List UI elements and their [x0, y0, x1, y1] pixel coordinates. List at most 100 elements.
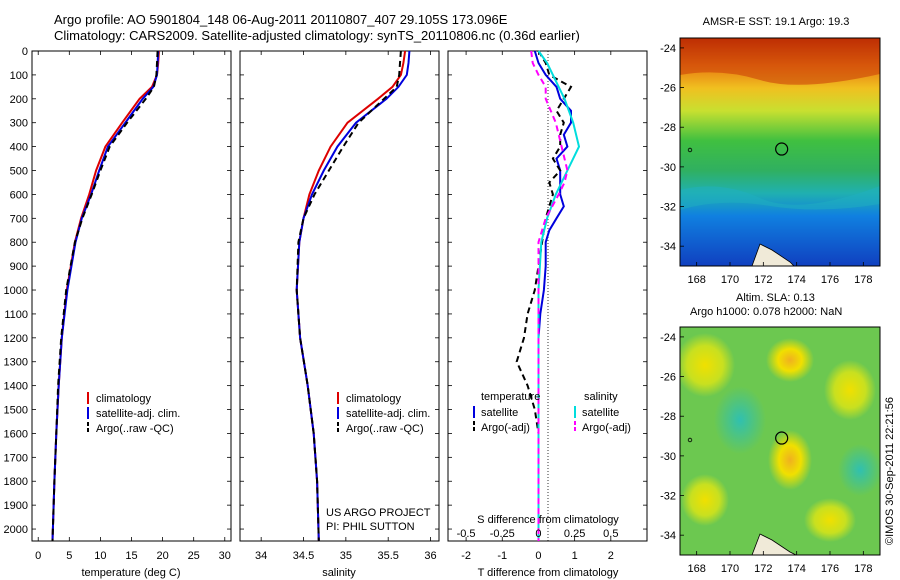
- t-difference-label: T difference from climatology: [478, 567, 619, 579]
- depth-tick-label: 700: [10, 213, 28, 225]
- argo-position-marker: [775, 431, 789, 445]
- sla-map-panel: Altim. SLA: 0.13 Argo h1000: 0.078 h2000…: [660, 292, 881, 575]
- sla-map-title: Altim. SLA: 0.13: [736, 292, 815, 304]
- small-position-marker: [687, 437, 693, 443]
- map-x-tick-label: 168: [687, 563, 705, 575]
- legend-title-salinity: salinity: [584, 391, 618, 403]
- x-tick-label: -2: [461, 550, 471, 562]
- sst-map-frame: [679, 37, 881, 267]
- sla-map-frame: [679, 326, 881, 556]
- x-tick-label: 5: [66, 550, 72, 562]
- depth-tick-label: 1500: [4, 405, 28, 417]
- project-annotation-line2: PI: PHIL SUTTON: [326, 521, 415, 533]
- x-tick-label: 2: [608, 550, 614, 562]
- series-line-argo-adj-: [530, 50, 569, 541]
- sst-map-axes: 168 170 172 174 176 178 -24 -26 -28 -30 -32 -34: [660, 43, 872, 286]
- s-tick-label: 0.5: [603, 528, 618, 540]
- x-tick-label: -1: [497, 550, 507, 562]
- depth-tick-label: 900: [10, 261, 28, 273]
- temperature-series-group: [51, 50, 160, 542]
- difference-panel: -2 -1 0 1 2 S difference from climatology -0…: [447, 50, 648, 579]
- copyright-timestamp: ©IMOS 30-Sep-2011 22:21:56: [884, 397, 896, 545]
- map-x-tick-label: 178: [854, 274, 872, 286]
- argo-position-marker: [775, 142, 789, 156]
- sla-field: [680, 327, 880, 555]
- salinity-panel: 34 34.5 35 35.5 36 salinity climatology sate…: [239, 50, 440, 579]
- map-y-tick-label: -24: [660, 43, 676, 55]
- legend-label-satellite-adj: satellite-adj. clim.: [96, 408, 180, 420]
- temperature-x-axis: 0 5 10 15 20 25 30: [35, 51, 231, 562]
- s-tick-label: 0: [535, 528, 541, 540]
- depth-tick-label: 200: [10, 94, 28, 106]
- legend-label-temp-satellite: satellite: [481, 407, 518, 419]
- legend-label-sal-satellite: satellite: [582, 407, 619, 419]
- temperature-panel: 0100200300400500600700800900100011001200…: [4, 46, 232, 579]
- sla-high-patch: [824, 360, 876, 420]
- sst-warm-patch: [680, 38, 880, 85]
- coastline-land: [751, 533, 797, 555]
- x-tick-label: 30: [219, 550, 231, 562]
- map-y-tick-label: -28: [660, 122, 676, 134]
- map-x-tick-label: 170: [721, 563, 739, 575]
- sla-high-patch: [680, 333, 735, 397]
- map-x-tick-label: 172: [754, 563, 772, 575]
- x-tick-label: 34: [255, 550, 267, 562]
- x-tick-label: 35: [340, 550, 352, 562]
- sst-map-title: AMSR-E SST: 19.1 Argo: 19.3: [703, 16, 850, 28]
- map-y-tick-label: -26: [660, 372, 676, 384]
- sla-high-patch: [766, 338, 814, 382]
- salinity-legend: climatology satellite-adj. clim. Argo(..…: [337, 392, 430, 435]
- depth-tick-label: 1000: [4, 285, 28, 297]
- x-tick-label: 0: [535, 550, 541, 562]
- depth-tick-label: 1800: [4, 476, 28, 488]
- sla-high-patch: [768, 430, 812, 490]
- map-y-tick-label: -28: [660, 411, 676, 423]
- difference-y-ticks: [448, 50, 647, 530]
- sla-low-patch: [714, 386, 766, 454]
- small-position-marker: [687, 147, 693, 153]
- x-tick-label: 1: [572, 550, 578, 562]
- s-difference-label: S difference from climatology: [477, 514, 619, 526]
- depth-axis: 0 100 200 300 400 500 600 700 800 900 1000 1100 1200…: [4, 46, 231, 536]
- map-x-tick-label: 176: [821, 563, 839, 575]
- sla-high-patch: [681, 474, 729, 526]
- depth-tick-label: 2000: [4, 524, 28, 536]
- depth-tick-label: 1300: [4, 357, 28, 369]
- map-y-tick-label: -34: [660, 241, 676, 253]
- map-y-tick-label: -34: [660, 530, 676, 542]
- s-tick-label: 0.25: [564, 528, 585, 540]
- depth-tick-label: 1600: [4, 428, 28, 440]
- project-annotation-line1: US ARGO PROJECT: [326, 507, 431, 519]
- temperature-x-label: temperature (deg C): [81, 567, 180, 579]
- depth-tick-label: 1100: [4, 309, 28, 321]
- map-y-tick-label: -30: [660, 451, 676, 463]
- x-tick-label: 35.5: [377, 550, 398, 562]
- temperature-axes-frame: [31, 50, 232, 542]
- figure-title-line1: Argo profile: AO 5901804_148 06-Aug-2011…: [54, 12, 508, 27]
- map-y-tick-label: -32: [660, 202, 676, 214]
- map-y-tick-label: -26: [660, 83, 676, 95]
- depth-tick-label: 600: [10, 189, 28, 201]
- difference-legend: temperature salinity satellite Argo(-adj…: [473, 391, 631, 434]
- x-tick-label: 20: [156, 550, 168, 562]
- map-y-tick-label: -24: [660, 332, 676, 344]
- depth-tick-label: 1400: [4, 381, 28, 393]
- depth-tick-label: 300: [10, 118, 28, 130]
- x-tick-label: 15: [125, 550, 137, 562]
- sla-map-axes: 168 170 172 174 176 178 -24 -26 -28 -30 -32 -34: [660, 332, 872, 575]
- map-x-tick-label: 174: [787, 274, 805, 286]
- map-x-tick-label: 172: [754, 274, 772, 286]
- s-tick-label: -0.25: [490, 528, 515, 540]
- x-tick-label: 36: [424, 550, 436, 562]
- map-y-tick-label: -30: [660, 162, 676, 174]
- legend-label-sal-argo: Argo(-adj): [582, 422, 631, 434]
- depth-tick-label: 1200: [4, 333, 28, 345]
- map-x-tick-label: 176: [821, 274, 839, 286]
- series-line-argo-raw-qc-: [295, 50, 402, 542]
- sst-map-panel: AMSR-E SST: 19.1 Argo: 19.3 168 170 172 174…: [660, 16, 881, 286]
- legend-label-satellite-adj: satellite-adj. clim.: [346, 408, 430, 420]
- series-line-argo-raw-qc-: [51, 50, 159, 542]
- difference-series-group: [515, 50, 581, 541]
- x-tick-label: 25: [188, 550, 200, 562]
